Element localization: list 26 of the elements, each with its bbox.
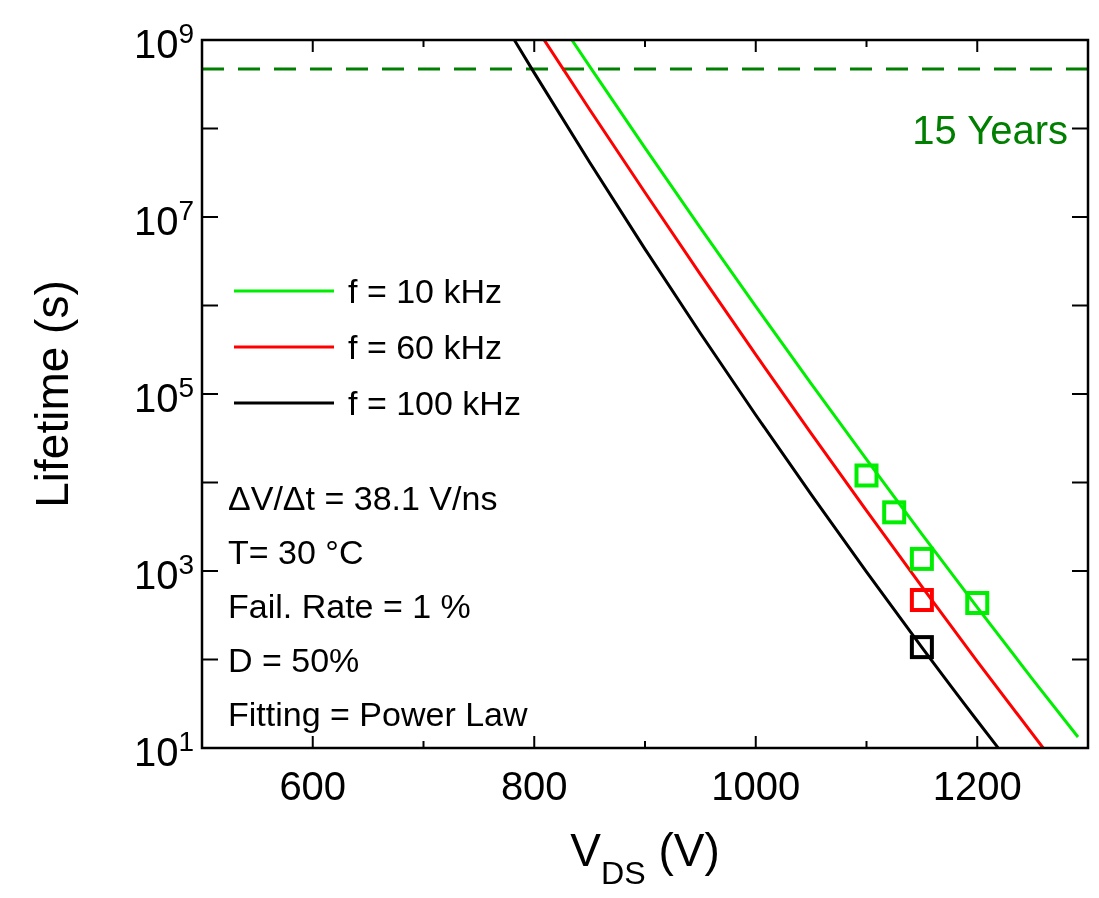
point (909, 635, 934, 660)
y-tick-label: 10$^{3}$ (133, 548, 194, 597)
point (965, 590, 990, 615)
point (909, 546, 934, 571)
y-tick-label: 10$^{5}$ (133, 371, 194, 420)
annotation: Fail. Rate = 1 % (228, 587, 471, 625)
point (882, 500, 907, 525)
x-tick-label: 1200 (932, 764, 1022, 808)
point (854, 463, 879, 488)
x-axis-title: V$_{DS}$ (V) (570, 824, 720, 891)
x-tick-label: 600 (279, 764, 347, 808)
legend-label: f = 10 kHz (348, 272, 503, 310)
y-tick-label: 10$^{9}$ (133, 17, 194, 66)
legend-label: f = 100 kHz (348, 384, 521, 422)
annotation: ΔV/Δt = 38.1 V/ns (228, 479, 498, 517)
annotation: D = 50% (228, 641, 360, 679)
y-axis-title: Lifetime (s) (26, 280, 78, 508)
x-tick-label: 800 (500, 764, 568, 808)
annotation: T= 30 °C (228, 533, 364, 571)
point (909, 588, 934, 613)
ref-line-label: 15 Years (912, 108, 1068, 153)
annotation: Fitting = Power Law (228, 695, 528, 733)
legend-label: f = 60 kHz (348, 328, 503, 366)
y-tick-label: 10$^{1}$ (133, 725, 194, 774)
x-tick-label: 1000 (711, 764, 801, 808)
y-tick-label: 10$^{7}$ (133, 194, 194, 243)
